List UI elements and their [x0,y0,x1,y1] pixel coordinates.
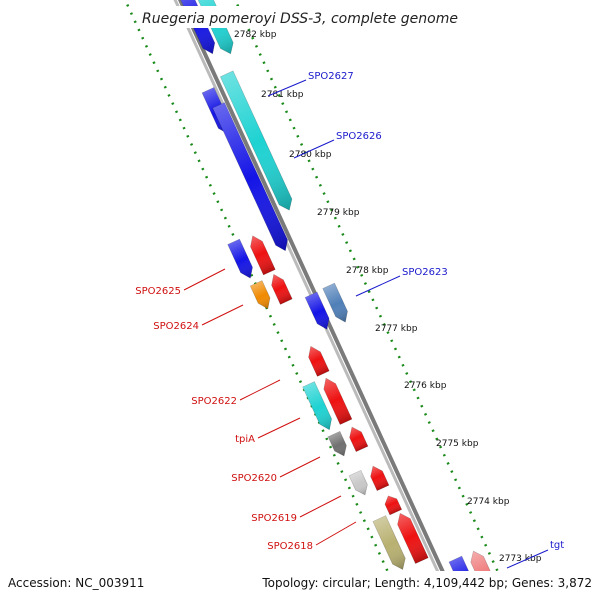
leader-lines [183,79,549,569]
title-backdrop [140,6,462,28]
gene-label-spo2618: SPO2618 [267,541,313,552]
tick-label: 2774 kbp [467,497,510,507]
gene-arrow [308,345,330,377]
gene-labels: SPO2627 SPO2626 SPO2623 tgt SPO2625 SPO2… [135,71,564,552]
topology-text: Topology: circular; Length: 4,109,442 bp… [261,576,592,590]
gene-label-spo2625: SPO2625 [135,286,181,297]
gene-label-tgt: tgt [550,540,564,551]
gene-label-spo2622: SPO2622 [191,396,237,407]
gene-label-spo2619: SPO2619 [251,513,297,524]
tick-ring [233,0,513,600]
gene-arrow [250,235,276,276]
gene-arrow [304,291,330,330]
tick-label: 2779 kbp [317,208,360,218]
tick-label: 2778 kbp [346,266,389,276]
gene-label-tpia: tpiA [235,434,255,445]
gene-arrow-spo2618 [372,515,406,570]
gene-arrow [327,430,347,457]
scale-ticks: 2782 kbp 2781 kbp 2780 kbp 2779 kbp 2778… [234,30,542,564]
footer-backdrop [0,571,600,600]
tick-label: 2775 kbp [436,439,479,449]
gene-arrow-tpia [302,381,332,431]
tick-label: 2773 kbp [499,554,542,564]
gene-arrow-spo2623 [322,282,348,323]
gene-label-spo2623: SPO2623 [402,267,448,278]
map-title: Ruegeria pomeroyi DSS-3, complete genome [142,11,458,27]
tick-label: 2782 kbp [234,30,277,40]
gene-arrow-spo2622 [323,377,353,425]
gene-arrow-spo2627 [219,70,293,211]
gene-arrow-spo2624 [249,280,271,310]
gene-arrow-spo2619 [370,465,390,492]
accession-text: Accession: NC_003911 [8,576,144,590]
gene-arrow-spo2620 [349,426,369,453]
gene-arrow-spo2626 [212,102,288,252]
gene-arrow [348,469,368,496]
gene-label-spo2624: SPO2624 [153,321,199,332]
gene-label-spo2620: SPO2620 [231,473,277,484]
gene-label-spo2627: SPO2627 [308,71,354,82]
gene-arrow [227,238,253,279]
tick-label: 2777 kbp [375,324,418,334]
gene-features [177,0,500,600]
gene-arrow-spo2625 [271,273,293,305]
gene-arrow [384,495,403,516]
gene-arrow [397,512,429,564]
gene-label-spo2626: SPO2626 [336,131,382,142]
tick-label: 2781 kbp [261,90,304,100]
tick-label: 2776 kbp [404,381,447,391]
tick-label: 2780 kbp [289,150,332,160]
